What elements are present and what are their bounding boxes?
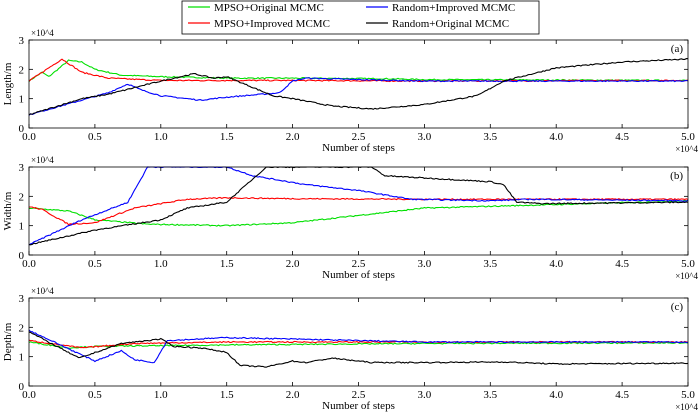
y-tick-label: 1 xyxy=(19,352,25,364)
y-tick-label: 3 xyxy=(19,293,25,305)
x-tick-label: 2.0 xyxy=(286,131,300,143)
panel-b: 0.0 0.5 1.0 1.5 2.0 2.5 3.0 3.5 4.0 4.5 5.0 0 1 2 3 ×10… xyxy=(2,155,698,281)
x-axis-label: Number of steps xyxy=(322,142,395,154)
x-tick-label: 1.0 xyxy=(154,389,168,401)
series-line-random-improved-mcmc xyxy=(28,77,689,116)
x-tick-label: 3.5 xyxy=(483,131,497,143)
series-group xyxy=(28,329,689,368)
x-axis-label: Number of steps xyxy=(322,269,395,281)
x-multiplier: ×10^4 xyxy=(675,402,698,412)
legend-entry: MPSO+Improved MCMC xyxy=(188,18,330,30)
x-tick-label: 4.0 xyxy=(549,258,563,270)
legend-label: MPSO+Original MCMC xyxy=(214,2,324,14)
x-tick-label: 3.0 xyxy=(418,258,432,270)
x-tick-label: 0.5 xyxy=(88,389,102,401)
series-line-random-original-mcmc xyxy=(28,58,689,116)
x-tick-label: 0.0 xyxy=(22,131,36,143)
x-tick-label: 3.0 xyxy=(418,389,432,401)
legend-entry: Random+Original MCMC xyxy=(366,18,509,30)
x-tick-label: 3.5 xyxy=(483,389,497,401)
panel-c: 0.0 0.5 1.0 1.5 2.0 2.5 3.0 3.5 4.0 4.5 5.0 0 1 2 3 ×10… xyxy=(2,286,698,412)
y-tick-label: 2 xyxy=(19,64,25,76)
y-tick-label: 0 xyxy=(19,381,25,393)
x-multiplier: ×10^4 xyxy=(675,271,698,281)
x-tick-label: 3.5 xyxy=(483,258,497,270)
x-tick-label: 1.0 xyxy=(154,258,168,270)
x-tick-label: 4.0 xyxy=(549,131,563,143)
legend-entry: Random+Improved MCMC xyxy=(366,2,515,14)
x-tick-label: 5.0 xyxy=(681,389,695,401)
x-tick-label: 2.5 xyxy=(352,389,366,401)
x-tick-label: 4.5 xyxy=(615,389,629,401)
y-tick-label: 1 xyxy=(19,94,25,106)
y-tick-label: 1 xyxy=(19,221,25,233)
x-tick-label: 2.5 xyxy=(352,258,366,270)
legend-entry: MPSO+Original MCMC xyxy=(188,2,324,14)
y-multiplier: ×10^4 xyxy=(31,28,54,38)
series-line-mpso-improved-mcmc xyxy=(28,58,688,83)
series-line-random-improved-mcmc xyxy=(28,166,689,246)
y-tick-label: 3 xyxy=(19,162,25,174)
y-axis-label: Width/m xyxy=(2,191,14,230)
panel-a: 0.0 0.5 1.0 1.5 2.0 2.5 3.0 3.5 4.0 4.5 5.0 0 1 2 3 ×10… xyxy=(2,28,698,154)
x-tick-label: 2.0 xyxy=(286,389,300,401)
legend-label: MPSO+Improved MCMC xyxy=(214,18,330,30)
x-tick-label: 4.5 xyxy=(615,258,629,270)
x-multiplier: ×10^4 xyxy=(675,144,698,154)
x-tick-label: 1.5 xyxy=(220,258,234,270)
x-axis-label: Number of steps xyxy=(322,400,395,412)
legend-label: Random+Improved MCMC xyxy=(392,2,515,14)
y-tick-label: 0 xyxy=(19,250,25,262)
series-line-mpso-original-mcmc xyxy=(28,341,689,349)
legend-label: Random+Original MCMC xyxy=(392,18,509,30)
x-tick-label: 4.0 xyxy=(549,389,563,401)
panel-label: (b) xyxy=(670,170,683,182)
x-tick-label: 0.0 xyxy=(22,389,36,401)
y-tick-label: 2 xyxy=(19,191,25,203)
x-tick-label: 4.5 xyxy=(615,131,629,143)
x-tick-label: 0.5 xyxy=(88,131,102,143)
x-tick-label: 5.0 xyxy=(681,258,695,270)
panel-label: (a) xyxy=(671,43,684,55)
y-axis-label: Length/m xyxy=(2,62,14,105)
y-tick-label: 2 xyxy=(19,322,25,334)
series-line-random-original-mcmc xyxy=(28,331,689,368)
x-tick-label: 0.5 xyxy=(88,258,102,270)
x-tick-label: 5.0 xyxy=(681,131,695,143)
x-tick-label: 3.0 xyxy=(418,131,432,143)
y-multiplier: ×10^4 xyxy=(31,286,54,296)
legend-box xyxy=(181,0,540,35)
x-tick-label: 1.0 xyxy=(154,131,168,143)
panel-label: (c) xyxy=(671,301,684,313)
legend: MPSO+Original MCMC MPSO+Improved MCMC Rand… xyxy=(181,0,540,35)
x-tick-label: 0.0 xyxy=(22,258,36,270)
x-tick-label: 2.0 xyxy=(286,258,300,270)
y-axis-label: Depth/m xyxy=(2,322,14,361)
y-tick-label: 3 xyxy=(19,35,25,47)
x-tick-label: 1.5 xyxy=(220,131,234,143)
y-tick-label: 0 xyxy=(19,123,25,135)
x-tick-label: 2.5 xyxy=(352,131,366,143)
x-tick-label: 1.5 xyxy=(220,389,234,401)
plot-area xyxy=(29,40,688,128)
series-line-random-improved-mcmc xyxy=(28,329,689,364)
series-group xyxy=(28,58,689,116)
y-multiplier: ×10^4 xyxy=(31,155,54,165)
